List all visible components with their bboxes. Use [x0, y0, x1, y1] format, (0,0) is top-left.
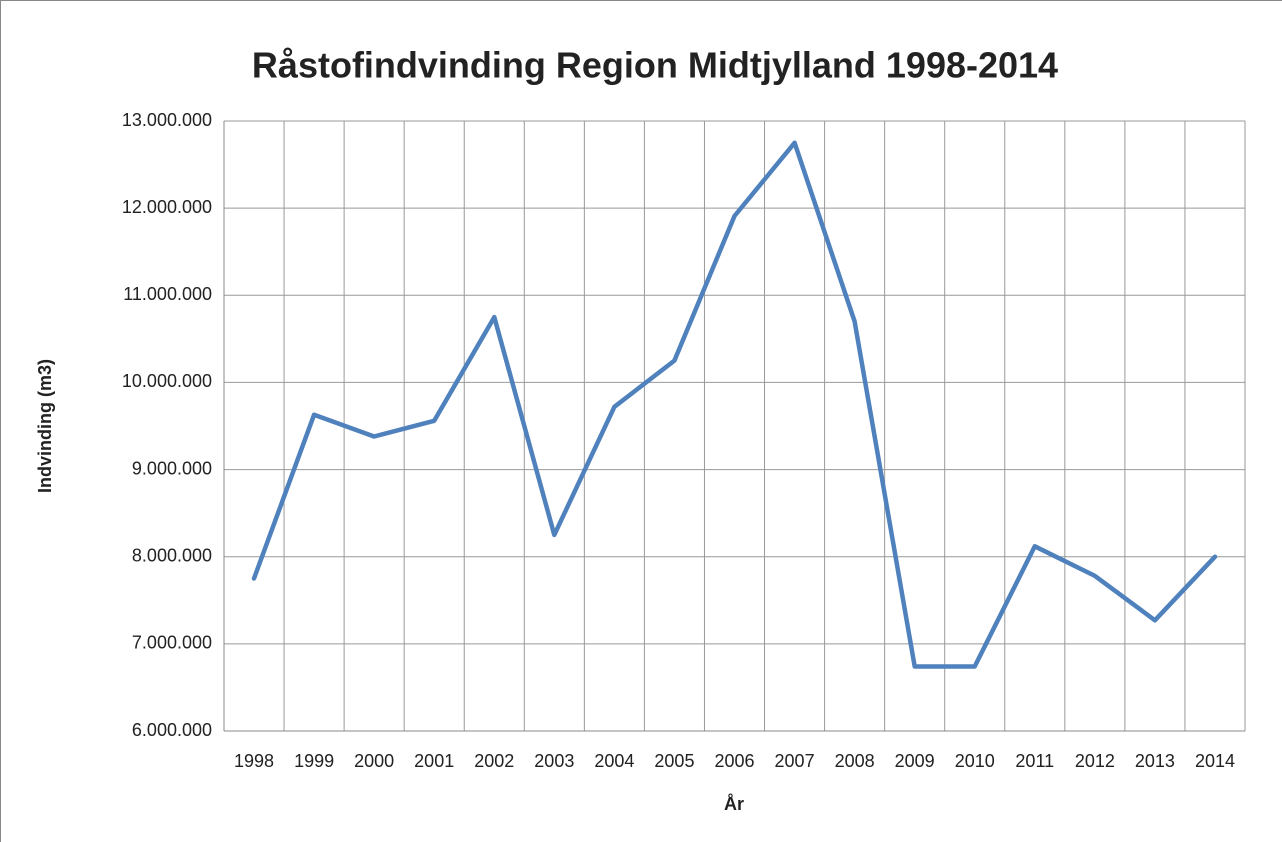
data-line: [251, 140, 1218, 669]
y-tick-label: 11.000.000: [123, 284, 212, 304]
y-tick-label: 6.000.000: [132, 720, 212, 740]
x-tick-label: 2013: [1135, 751, 1175, 771]
x-tick-label: 2007: [775, 751, 815, 771]
x-tick-label: 2010: [955, 751, 995, 771]
y-axis-title: Indvinding (m3): [35, 359, 55, 493]
chart-title: Råstofindvinding Region Midtjylland 1998…: [252, 45, 1058, 86]
y-tick-label: 13.000.000: [122, 110, 212, 130]
x-tick-label: 2000: [354, 751, 394, 771]
x-tick-label: 2001: [414, 751, 454, 771]
x-tick-label: 2014: [1195, 751, 1235, 771]
x-tick-label: 2003: [534, 751, 574, 771]
y-tick-label: 10.000.000: [122, 371, 212, 391]
x-tick-label: 2008: [835, 751, 875, 771]
x-tick-label: 2011: [1015, 751, 1054, 771]
x-tick-label: 2004: [594, 751, 634, 771]
y-tick-label: 7.000.000: [132, 633, 212, 653]
y-tick-label: 8.000.000: [132, 545, 212, 565]
x-tick-label: 2005: [654, 751, 694, 771]
y-tick-label: 9.000.000: [132, 458, 212, 478]
x-tick-label: 1999: [294, 751, 334, 771]
x-tick-label: 1998: [234, 751, 274, 771]
x-tick-label: 2002: [474, 751, 514, 771]
y-tick-label: 12.000.000: [122, 197, 212, 217]
x-axis-title: År: [724, 794, 744, 814]
x-tick-label: 2012: [1075, 751, 1115, 771]
x-tick-label: 2009: [895, 751, 935, 771]
x-tick-label: 2006: [714, 751, 754, 771]
